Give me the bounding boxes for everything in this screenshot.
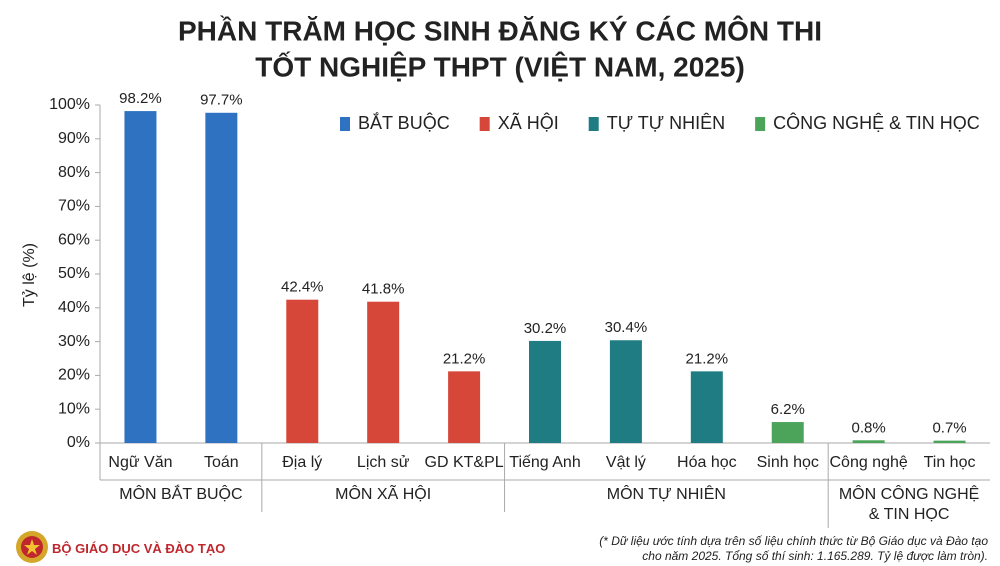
chart-title: PHẦN TRĂM HỌC SINH ĐĂNG KÝ CÁC MÔN THI bbox=[178, 14, 822, 46]
x-tick-label: Tin học bbox=[924, 454, 976, 471]
y-tick-label: 0% bbox=[67, 434, 90, 451]
y-tick-label: 90% bbox=[58, 130, 90, 147]
value-label: 97.7% bbox=[200, 92, 243, 109]
legend-swatch bbox=[340, 117, 350, 131]
bar bbox=[690, 371, 723, 443]
value-label: 21.2% bbox=[443, 350, 486, 367]
y-tick-label: 10% bbox=[58, 400, 90, 417]
x-tick-label: Ngữ Văn bbox=[108, 454, 172, 471]
x-tick-label: Toán bbox=[204, 454, 239, 471]
y-tick-label: 70% bbox=[58, 198, 90, 215]
legend-swatch bbox=[588, 117, 599, 131]
value-label: 30.2% bbox=[524, 320, 567, 337]
x-tick-label: Công nghệ bbox=[829, 454, 907, 471]
y-tick-label: 20% bbox=[58, 367, 90, 384]
y-tick-label: 40% bbox=[58, 299, 90, 316]
emblem bbox=[16, 531, 48, 563]
bar bbox=[852, 440, 885, 443]
x-tick-label: GD KT&PL bbox=[425, 454, 504, 471]
group-label: MÔN XÃ HỘI bbox=[335, 486, 432, 503]
value-label: 42.4% bbox=[281, 279, 324, 296]
chart-subtitle: TỐT NGHIỆP THPT (VIỆT NAM, 2025) bbox=[255, 50, 745, 82]
footnote: (* Dữ liệu ước tính dựa trên số liệu chí… bbox=[599, 534, 988, 563]
bar bbox=[286, 299, 319, 443]
y-tick-label: 50% bbox=[58, 265, 90, 282]
y-tick-label: 100% bbox=[49, 96, 90, 113]
bar bbox=[367, 301, 400, 443]
bar bbox=[529, 340, 561, 443]
y-tick-label: 30% bbox=[58, 333, 90, 350]
value-label: 6.2% bbox=[771, 401, 805, 418]
legend-label: CÔNG NGHỆ & TIN HỌC bbox=[773, 112, 980, 133]
legend-swatch bbox=[755, 117, 766, 131]
value-label: 41.8% bbox=[362, 281, 405, 298]
value-label: 0.7% bbox=[932, 420, 966, 437]
bar bbox=[205, 112, 238, 444]
source: BỘ GIÁO DỤC VÀ ĐÀO TẠO bbox=[52, 541, 226, 556]
bar bbox=[771, 422, 804, 443]
x-tick-label: Lịch sử bbox=[357, 454, 410, 471]
legend-label: TỰ TỰ NHIÊN bbox=[607, 113, 725, 133]
value-label: 30.4% bbox=[605, 319, 648, 336]
x-tick-label: Tiếng Anh bbox=[509, 454, 580, 471]
bar bbox=[933, 440, 966, 443]
bar bbox=[609, 340, 642, 443]
legend-swatch bbox=[479, 117, 490, 131]
y-tick-label: 80% bbox=[58, 164, 90, 181]
legend-label: BẮT BUỘC bbox=[358, 112, 450, 133]
x-tick-label: Sinh học bbox=[757, 454, 819, 471]
value-label: 21.2% bbox=[686, 350, 729, 367]
legend-label: XÃ HỘI bbox=[498, 112, 559, 133]
group-label: MÔN BẮT BUỘC bbox=[119, 486, 243, 503]
group-label: MÔN CÔNG NGHỆ & TIN HỌC bbox=[838, 486, 980, 523]
y-axis-label: Tỷ lệ (%) bbox=[21, 243, 38, 307]
x-tick-label: Vật lý bbox=[606, 454, 646, 471]
bar bbox=[124, 111, 157, 444]
bar bbox=[448, 371, 481, 443]
y-tick-label: 60% bbox=[58, 231, 90, 248]
value-label: 0.8% bbox=[852, 419, 886, 436]
group-label: MÔN TỰ NHIÊN bbox=[606, 486, 726, 503]
x-tick-label: Hóa học bbox=[677, 454, 737, 471]
value-label: 98.2% bbox=[119, 90, 162, 107]
x-tick-label: Địa lý bbox=[282, 454, 322, 471]
